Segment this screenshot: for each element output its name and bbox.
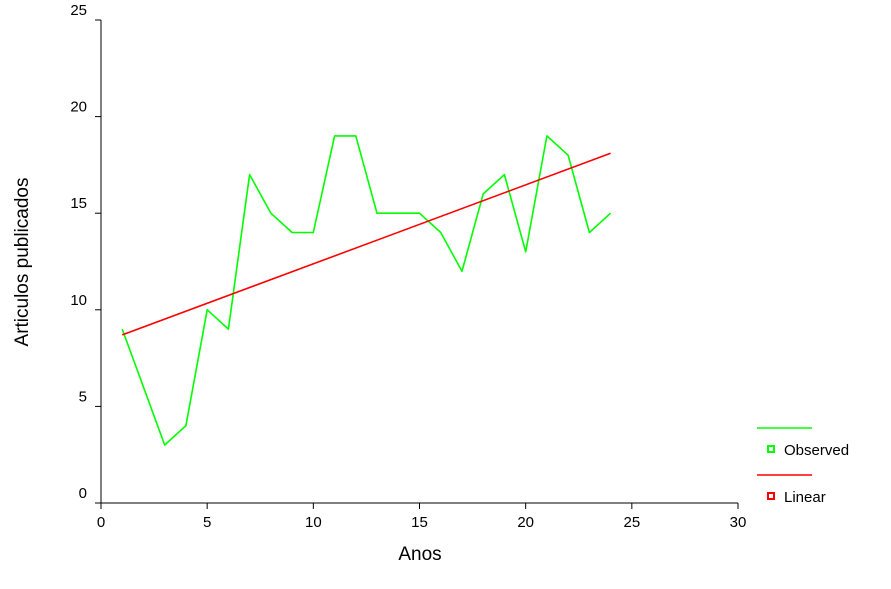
data-point-observed: [333, 134, 337, 138]
data-point-observed: [141, 385, 145, 389]
data-point-observed: [609, 211, 613, 215]
data-point-observed: [524, 250, 528, 254]
y-tick-label: 15: [70, 195, 87, 212]
data-point-observed: [481, 192, 485, 196]
x-tick-label: 5: [203, 514, 211, 531]
data-point-observed: [205, 308, 209, 312]
x-tick-label: 0: [97, 514, 105, 531]
data-point-linear: [609, 151, 613, 155]
legend-label-linear: Linear: [784, 489, 826, 506]
data-point-observed: [354, 134, 358, 138]
data-point-observed: [545, 134, 549, 138]
x-tick-label: 20: [517, 514, 534, 531]
legend-marker-observed: [767, 445, 775, 453]
data-point-observed: [587, 231, 591, 235]
x-tick-label: 30: [730, 514, 747, 531]
data-point-observed: [226, 327, 230, 331]
series-line-observed: [121, 135, 612, 446]
data-point-observed: [120, 327, 124, 331]
data-point-observed: [375, 211, 379, 215]
y-tick-label: 20: [70, 99, 87, 116]
data-point-observed: [439, 231, 443, 235]
data-point-observed: [311, 231, 315, 235]
axes: 0 5 10 15 20 25 30 0 5 10 15 20 25: [70, 2, 746, 531]
data-point-linear: [120, 333, 124, 337]
legend-label-observed: Observed: [784, 442, 849, 459]
y-tick-label: 10: [70, 292, 87, 309]
data-point-observed: [460, 269, 464, 273]
data-point-observed: [502, 173, 506, 177]
series-layer: [120, 134, 613, 447]
legend-marker-linear: [767, 492, 775, 500]
series-line-linear: [121, 152, 611, 336]
y-axis-title: Articulos publicados: [12, 178, 33, 347]
data-point-observed: [290, 231, 294, 235]
data-point-observed: [269, 211, 273, 215]
x-tick-label: 15: [411, 514, 428, 531]
data-point-observed: [163, 443, 167, 447]
y-tick-label: 0: [79, 485, 87, 502]
data-point-observed: [418, 211, 422, 215]
data-point-observed: [396, 211, 400, 215]
x-tick-label: 10: [305, 514, 322, 531]
x-tick-label: 25: [623, 514, 640, 531]
x-axis-title: Anos: [398, 544, 441, 565]
y-tick-label: 5: [79, 388, 87, 405]
data-point-observed: [566, 153, 570, 157]
y-tick-label: 25: [70, 2, 87, 19]
data-point-observed: [184, 424, 188, 428]
data-point-observed: [248, 173, 252, 177]
legend: Observed Linear: [757, 427, 849, 506]
